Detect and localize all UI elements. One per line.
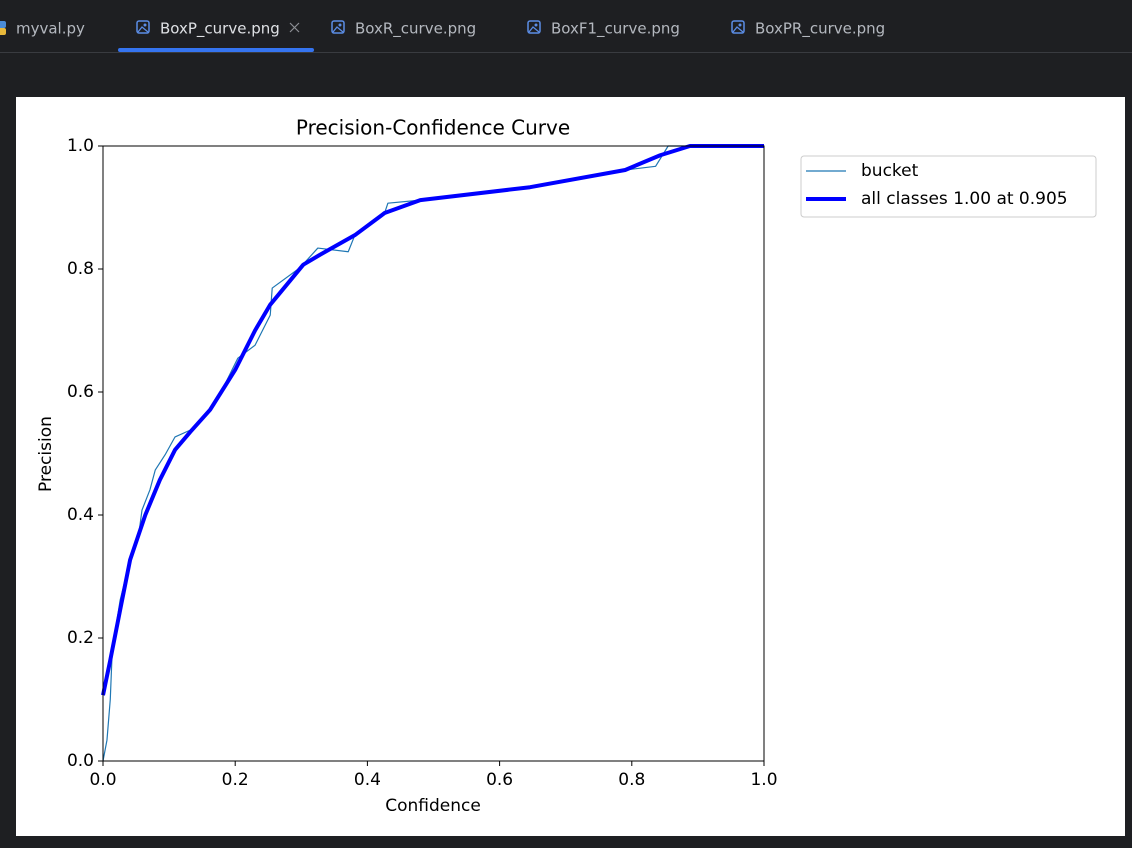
tab-bar [0,0,1132,52]
series-line [101,144,764,696]
image-view [16,97,1125,836]
x-tick-label: 0.4 [354,770,381,790]
y-tick-label: 0.4 [67,505,94,525]
y-tick-label: 0.8 [67,259,94,279]
y-tick-label: 0.6 [67,382,94,402]
image-icon [738,23,742,27]
chart-title: Precision-Confidence Curve [296,116,570,140]
active-underline [118,48,314,52]
tab[interactable]: BoxR_curve.png [331,20,476,39]
tab-label: BoxP_curve.png [160,20,280,39]
x-axis-label: Confidence [385,796,481,816]
tab-label: myval.py [16,20,85,38]
image-icon [338,23,342,27]
y-axis-label: Precision [36,416,56,492]
y-tick-label: 1.0 [67,136,94,156]
y-tick-label: 0.0 [67,751,94,771]
x-tick-label: 0.2 [222,770,249,790]
legend: bucket all classes 1.00 at 0.905 [800,155,1097,218]
image-icon [332,26,344,33]
tab[interactable]: myval.py [0,20,85,38]
python-icon [0,28,6,35]
legend-label: bucket [861,161,919,181]
chart: Precision-Confidence Curve Confidence Pr… [36,116,1097,816]
image-icon [137,26,149,33]
image-icon [331,20,345,34]
plot-frame [102,145,765,762]
legend-label: all classes 1.00 at 0.905 [861,189,1068,209]
x-tick-label: 0.8 [618,770,645,790]
image-icon [731,20,745,34]
image-icon [534,23,538,27]
tab[interactable]: BoxP_curve.png [118,20,314,53]
image-icon [528,26,540,33]
image-icon [143,23,147,27]
tabs: myval.py BoxP_curve.png BoxR_curve.png BoxF… [0,20,885,53]
legend-frame [800,155,1097,218]
close-icon[interactable] [289,22,300,33]
image-icon [136,20,150,34]
tab-label: BoxR_curve.png [355,20,476,39]
y-tick-label: 0.2 [67,628,94,648]
python-icon [0,21,6,28]
tab[interactable]: BoxPR_curve.png [731,20,885,39]
tab-label: BoxPR_curve.png [755,20,885,39]
x-tick-label: 0.0 [89,770,116,790]
x-tick-label: 0.6 [486,770,513,790]
tab-label: BoxF1_curve.png [551,20,680,39]
tab[interactable]: BoxF1_curve.png [527,20,680,39]
x-tick-label: 1.0 [750,770,777,790]
image-icon [527,20,541,34]
image-icon [732,26,744,33]
